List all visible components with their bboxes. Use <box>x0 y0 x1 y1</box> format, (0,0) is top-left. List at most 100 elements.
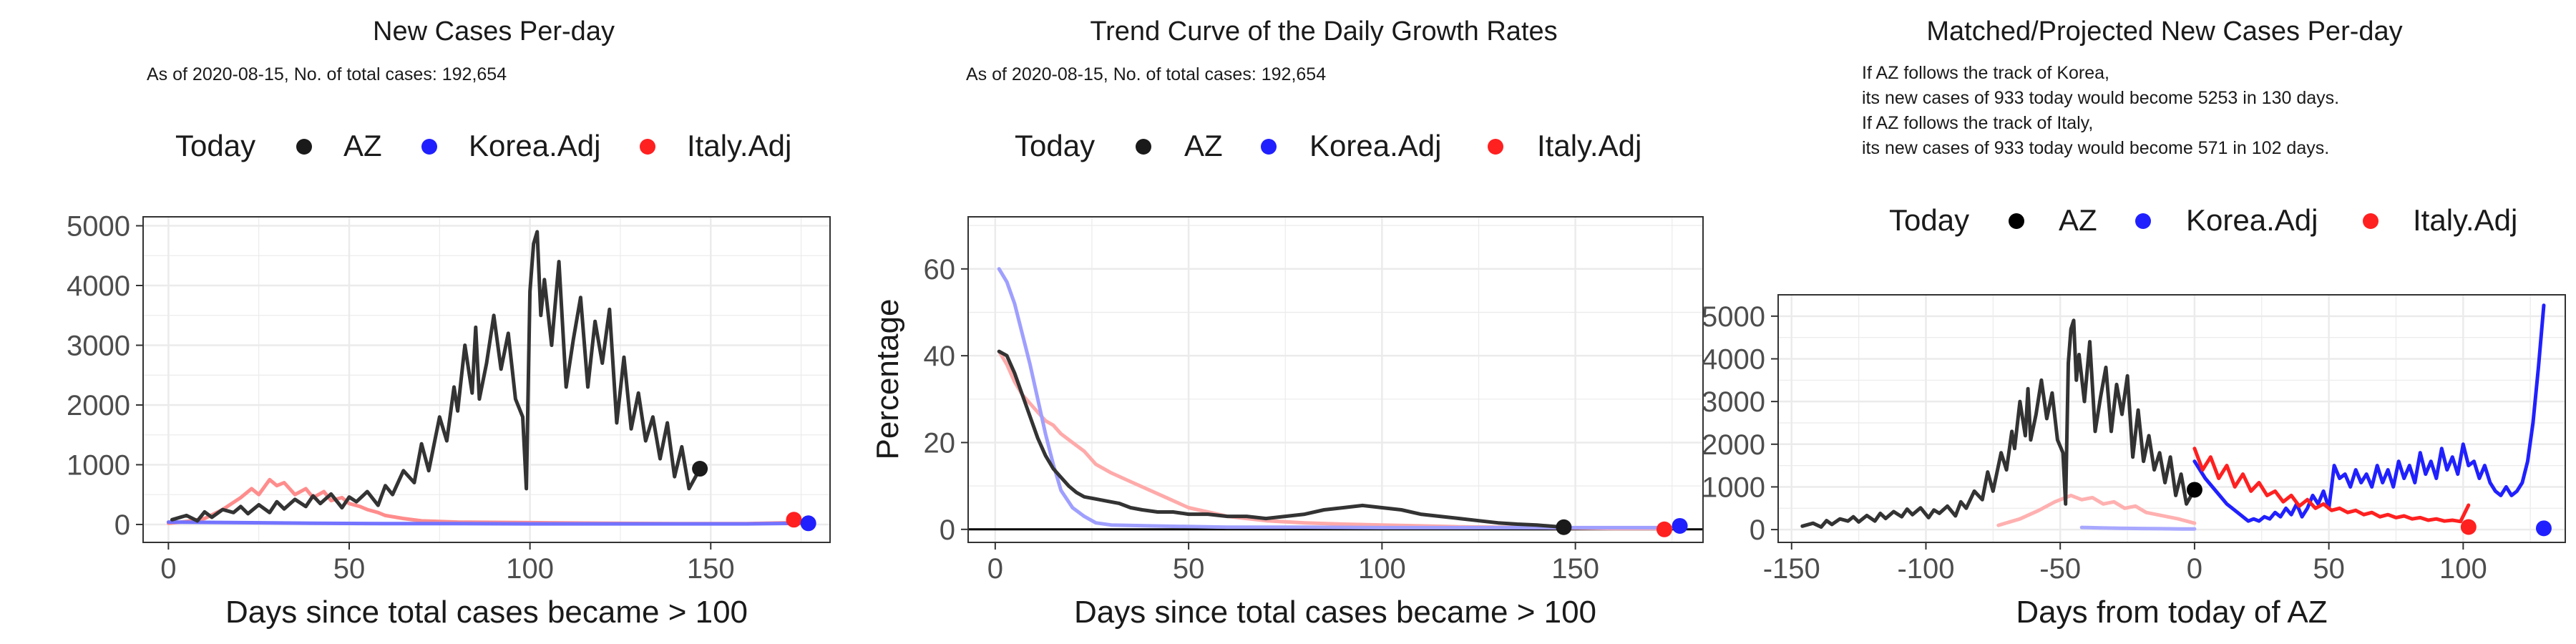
y-tick-label: 4000 <box>67 270 130 302</box>
x-tick-label: 150 <box>687 553 735 585</box>
today-marker-az <box>692 461 708 477</box>
x-tick-label: 50 <box>1173 553 1205 585</box>
legend-title: Today <box>175 129 255 162</box>
plot-markers <box>692 461 816 532</box>
legend-marker-korea <box>421 139 437 155</box>
panel-border <box>967 216 1704 543</box>
x-tick-label: 150 <box>1551 553 1599 585</box>
today-marker-italy-adj <box>1656 521 1672 537</box>
series-line-korea-adj-part-1 <box>2079 525 2197 531</box>
y-axis-label: Percentage <box>870 298 905 459</box>
plot-series <box>997 267 1682 531</box>
chart-panel-projected: Matched/Projected New Cases Per-day If A… <box>1702 16 2566 630</box>
chart-subtitle-line-3: If AZ follows the track of Italy, <box>1862 113 2093 133</box>
x-axis-label: Days from today of AZ <box>2016 595 2327 630</box>
y-axis-ticks: 0 20 40 60 <box>924 254 968 546</box>
legend-label-italy: Italy.Adj <box>2413 203 2517 237</box>
today-marker-korea-adj <box>1672 517 1688 534</box>
legend-label-korea: Korea.Adj <box>2186 203 2318 237</box>
y-tick-label: 2000 <box>67 390 130 421</box>
x-tick-label: -150 <box>1763 553 1820 585</box>
chart-subtitle: As of 2020-08-15, No. of total cases: 19… <box>147 64 507 84</box>
x-tick-label: -100 <box>1897 553 1954 585</box>
y-axis-ticks: 0 1000 2000 3000 4000 5000 <box>1702 301 1778 546</box>
x-axis-ticks: -150 -100 -50 0 50 100 <box>1763 542 2487 585</box>
today-marker-italy-adj <box>2460 519 2477 535</box>
x-axis-label: Days since total cases became > 100 <box>225 595 748 630</box>
x-tick-label: 0 <box>2187 553 2202 585</box>
chart-subtitle-line-4: its new cases of 933 today would become … <box>1862 138 2329 158</box>
x-tick-label: 0 <box>987 553 1003 585</box>
chart-title: Trend Curve of the Daily Growth Rates <box>1090 16 1557 47</box>
x-axis-ticks: 0 50 100 150 <box>160 542 735 585</box>
plot-markers <box>2186 482 2552 537</box>
legend: Today AZ Korea.Adj Italy.Adj <box>175 129 791 162</box>
y-tick-label: 2000 <box>1702 429 1765 461</box>
legend-marker-az <box>2009 213 2024 229</box>
series-line-korea-adj <box>997 267 1682 530</box>
legend-label-korea: Korea.Adj <box>469 129 600 162</box>
series-line-az <box>997 349 1566 530</box>
legend-label-az: AZ <box>2059 203 2097 237</box>
series-line-italy-adj-part-1 <box>1996 493 2197 527</box>
chart-panel-new-cases: New Cases Per-day As of 2020-08-15, No. … <box>67 16 831 630</box>
legend-title: Today <box>1015 129 1095 162</box>
legend-label-italy: Italy.Adj <box>687 129 791 162</box>
chart-title: New Cases Per-day <box>373 16 615 47</box>
y-tick-label: 5000 <box>67 211 130 243</box>
legend-label-az: AZ <box>343 129 382 162</box>
today-marker-korea-adj <box>800 515 816 532</box>
today-marker-az <box>2186 482 2202 498</box>
x-tick-label: 0 <box>160 553 176 585</box>
plot-series <box>1800 303 2546 531</box>
panel-border <box>1777 294 2566 543</box>
legend: Today AZ Korea.Adj Italy.Adj <box>1889 203 2517 237</box>
y-tick-label: 1000 <box>1702 472 1765 503</box>
y-tick-label: 0 <box>1750 514 1765 546</box>
y-tick-label: 0 <box>114 509 130 541</box>
grid <box>1778 294 2565 542</box>
chart-subtitle: As of 2020-08-15, No. of total cases: 19… <box>966 64 1326 84</box>
plot-series <box>166 230 804 526</box>
x-tick-label: 50 <box>2313 553 2345 585</box>
series-line-az <box>1800 318 2197 529</box>
today-marker-korea-adj <box>2535 520 2552 537</box>
chart-title: Matched/Projected New Cases Per-day <box>1926 16 2402 47</box>
x-tick-label: -50 <box>2039 553 2081 585</box>
y-tick-label: 5000 <box>1702 301 1765 333</box>
legend: Today AZ Korea.Adj Italy.Adj <box>1015 129 1641 162</box>
series-line-italy-adj-part-2 <box>2192 447 2471 524</box>
x-tick-label: 100 <box>1358 553 1406 585</box>
chart-panel-growth-rates: Trend Curve of the Daily Growth Rates As… <box>870 16 1704 630</box>
legend-marker-italy <box>1488 139 1503 155</box>
x-tick-label: 50 <box>333 553 366 585</box>
series-line-korea-adj <box>166 520 804 526</box>
y-tick-label: 3000 <box>67 330 130 361</box>
legend-label-korea: Korea.Adj <box>1309 129 1441 162</box>
y-tick-label: 1000 <box>67 449 130 481</box>
y-tick-label: 40 <box>924 341 956 372</box>
y-tick-label: 60 <box>924 254 956 286</box>
legend-marker-korea <box>2135 213 2151 229</box>
x-axis-ticks: 0 50 100 150 <box>987 542 1599 585</box>
y-axis-ticks: 0 1000 2000 3000 4000 5000 <box>67 211 143 541</box>
x-tick-label: 100 <box>2439 553 2487 585</box>
y-tick-label: 4000 <box>1702 343 1765 375</box>
legend-marker-az <box>296 139 312 155</box>
legend-marker-korea <box>1261 139 1277 155</box>
grid <box>143 217 830 542</box>
legend-marker-az <box>1136 139 1151 155</box>
series-line-az <box>170 230 702 523</box>
today-marker-az <box>1556 519 1572 535</box>
y-tick-label: 3000 <box>1702 386 1765 418</box>
series-line-italy-adj <box>997 349 1667 531</box>
series-line-italy-adj <box>166 477 796 526</box>
legend-label-az: AZ <box>1184 129 1223 162</box>
legend-title: Today <box>1889 203 1969 237</box>
y-tick-label: 0 <box>940 514 955 546</box>
legend-label-italy: Italy.Adj <box>1537 129 1641 162</box>
x-tick-label: 100 <box>506 553 554 585</box>
chart-subtitle-line-2: its new cases of 933 today would become … <box>1862 88 2339 108</box>
x-axis-label: Days since total cases became > 100 <box>1074 595 1596 630</box>
